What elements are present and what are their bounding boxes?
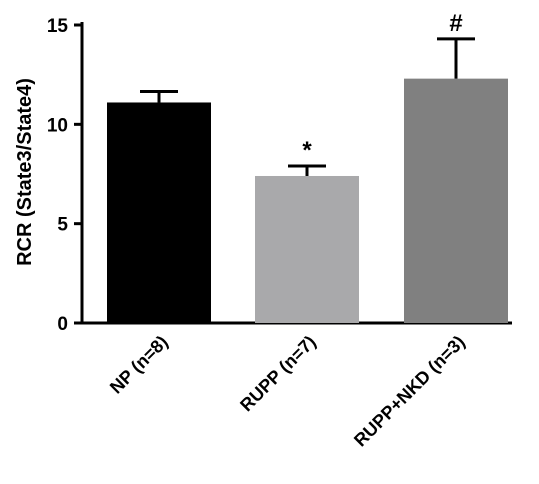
category-label: RUPP (n=7) bbox=[236, 332, 320, 416]
significance-marker: # bbox=[449, 10, 462, 37]
category-label: NP (n=8) bbox=[106, 332, 172, 398]
y-tick-label: 15 bbox=[47, 16, 69, 37]
category-label: RUPP+NKD (n=3) bbox=[350, 332, 469, 451]
y-tick-label: 5 bbox=[57, 215, 68, 236]
y-ticks-group: 0 5 10 15 bbox=[47, 16, 82, 335]
error-bars-group bbox=[140, 37, 475, 176]
y-tick-label: 0 bbox=[57, 314, 68, 335]
bar-2 bbox=[255, 175, 359, 323]
y-tick-label: 10 bbox=[47, 115, 68, 136]
bar-1 bbox=[107, 102, 211, 323]
bar-3 bbox=[404, 78, 508, 323]
annotations-group: *# bbox=[302, 10, 462, 164]
y-axis-title: RCR (State3/State4) bbox=[14, 78, 36, 266]
x-labels-group: NP (n=8) RUPP (n=7) RUPP+NKD (n=3) bbox=[106, 332, 469, 451]
bars-group bbox=[107, 78, 508, 323]
significance-marker: * bbox=[302, 137, 312, 164]
